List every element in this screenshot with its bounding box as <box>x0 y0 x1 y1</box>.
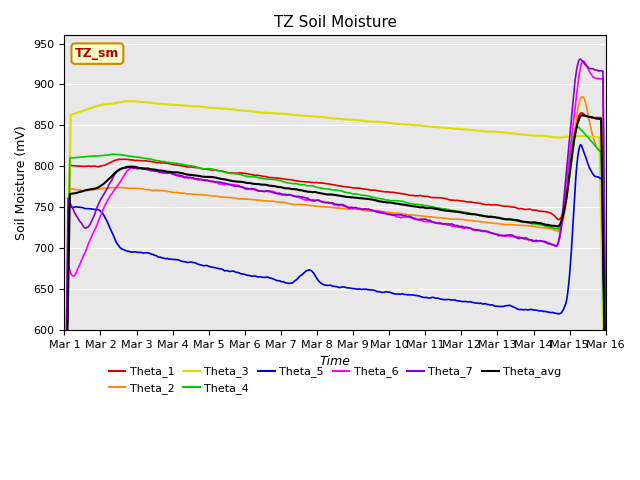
Title: TZ Soil Moisture: TZ Soil Moisture <box>273 15 397 30</box>
Y-axis label: Soil Moisture (mV): Soil Moisture (mV) <box>15 125 28 240</box>
X-axis label: Time: Time <box>319 355 351 369</box>
Text: TZ_sm: TZ_sm <box>76 47 120 60</box>
Legend: Theta_1, Theta_2, Theta_3, Theta_4, Theta_5, Theta_6, Theta_7, Theta_avg: Theta_1, Theta_2, Theta_3, Theta_4, Thet… <box>104 362 566 398</box>
